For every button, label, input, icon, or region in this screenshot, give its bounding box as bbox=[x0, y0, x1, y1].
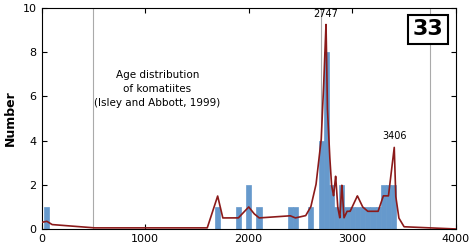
Bar bbox=[329, 185, 334, 229]
Bar bbox=[381, 185, 386, 229]
Bar bbox=[215, 207, 220, 229]
Bar bbox=[339, 185, 345, 229]
Bar bbox=[391, 185, 396, 229]
Bar bbox=[386, 185, 391, 229]
Text: 2747: 2747 bbox=[314, 9, 338, 19]
Y-axis label: Number: Number bbox=[4, 91, 17, 147]
Bar bbox=[308, 207, 313, 229]
Bar bbox=[246, 185, 251, 229]
Bar bbox=[370, 207, 375, 229]
Bar bbox=[292, 207, 298, 229]
Bar bbox=[355, 207, 360, 229]
Text: 3406: 3406 bbox=[382, 131, 407, 141]
Bar bbox=[256, 207, 262, 229]
Bar bbox=[360, 207, 365, 229]
Bar bbox=[375, 207, 381, 229]
Bar bbox=[319, 141, 324, 229]
Text: 33: 33 bbox=[412, 19, 443, 39]
Bar bbox=[365, 207, 370, 229]
Bar bbox=[324, 52, 329, 229]
Bar bbox=[345, 207, 350, 229]
Bar bbox=[44, 207, 49, 229]
Bar bbox=[350, 207, 355, 229]
Bar bbox=[334, 207, 339, 229]
Text: Age distribution
of komatiites
(Isley and Abbott, 1999): Age distribution of komatiites (Isley an… bbox=[94, 70, 221, 108]
Bar bbox=[288, 207, 292, 229]
Bar bbox=[236, 207, 241, 229]
